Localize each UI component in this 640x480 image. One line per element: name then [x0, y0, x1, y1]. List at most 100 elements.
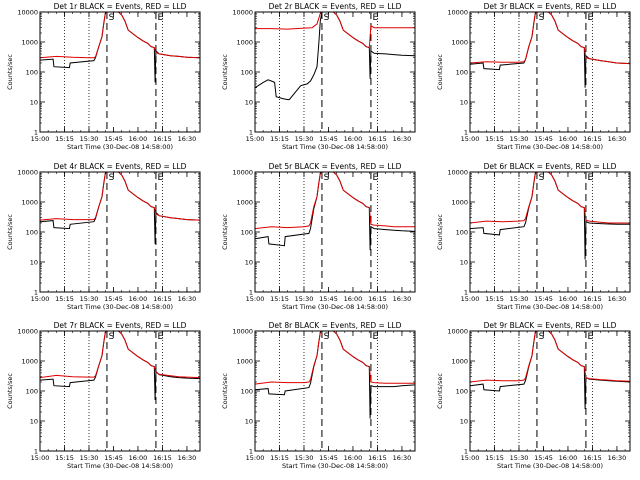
x-tick-label: 16:15	[583, 295, 602, 303]
series-line-events	[255, 172, 415, 251]
series-line-lld	[470, 331, 630, 383]
series-line-events	[470, 12, 630, 88]
annotation-e: E	[373, 332, 379, 342]
y-axis-label: Counts/sec	[6, 373, 14, 409]
annotation-s: S	[324, 13, 330, 23]
y-tick-label: 1	[464, 129, 468, 137]
y-tick-label: 100	[26, 388, 38, 396]
x-tick-label: 15:15	[270, 295, 289, 303]
x-tick-label: 16:15	[153, 295, 172, 303]
y-tick-label: 1	[249, 448, 253, 456]
x-tick-label: 16:30	[393, 135, 412, 143]
x-tick-label: 15:00	[461, 135, 480, 143]
annotation-s: S	[324, 173, 330, 183]
x-axis-label: Start Time (30-Dec-08 14:58:00)	[282, 462, 388, 470]
series-line-lld	[40, 331, 200, 379]
annotation-e: E	[158, 13, 164, 23]
panel-3: Det 3r BLACK = Events, RED = LLD S E 1 10 100…	[436, 2, 631, 151]
y-tick-label: 1	[34, 448, 38, 456]
panel-9: Det 9r BLACK = Events, RED = LLD S E 1 10 100…	[436, 321, 631, 470]
y-tick-label: 1000	[236, 199, 253, 207]
y-tick-label: 100	[456, 229, 468, 237]
chart-title: Det 6r BLACK = Events, RED = LLD	[484, 162, 617, 171]
y-axis-label: Counts/sec	[6, 214, 14, 250]
y-tick-label: 10	[30, 259, 38, 267]
panel-5: Det 5r BLACK = Events, RED = LLD S E 1 10 100…	[221, 162, 416, 311]
y-tick-label: 10	[460, 99, 468, 107]
x-tick-label: 15:00	[31, 295, 50, 303]
annotation-e: E	[158, 332, 164, 342]
y-axis-label: Counts/sec	[221, 214, 229, 250]
panel-1: Det 1r BLACK = Events, RED = LLD S E 1 10 100…	[6, 2, 201, 151]
plot-frame	[469, 11, 631, 133]
x-tick-label: 16:15	[583, 454, 602, 462]
x-tick-label: 15:30	[510, 135, 529, 143]
annotation-e: E	[588, 13, 594, 23]
plot-frame	[39, 330, 201, 452]
plot-frame	[469, 171, 631, 293]
x-tick-label: 16:15	[368, 295, 387, 303]
y-tick-label: 100	[456, 388, 468, 396]
x-tick-label: 16:00	[344, 135, 363, 143]
x-tick-label: 15:45	[319, 135, 338, 143]
annotation-e: E	[373, 173, 379, 183]
x-tick-label: 16:00	[129, 454, 148, 462]
chart-title: Det 5r BLACK = Events, RED = LLD	[269, 162, 402, 171]
y-tick-label: 10	[245, 418, 253, 426]
x-tick-label: 15:30	[80, 135, 99, 143]
series-line-events	[40, 12, 200, 83]
x-tick-label: 16:00	[129, 135, 148, 143]
series-line-lld	[40, 12, 200, 59]
x-tick-label: 16:30	[178, 454, 197, 462]
y-tick-label: 10	[245, 99, 253, 107]
series-line-events	[255, 331, 415, 419]
x-tick-label: 15:00	[246, 454, 265, 462]
x-tick-label: 15:45	[104, 135, 123, 143]
x-tick-label: 16:00	[344, 454, 363, 462]
y-tick-label: 1000	[21, 199, 38, 207]
series-line-events	[470, 331, 630, 410]
y-tick-label: 1000	[451, 39, 468, 47]
y-tick-label: 100	[241, 229, 253, 237]
x-axis-label: Start Time (30-Dec-08 14:58:00)	[67, 462, 173, 470]
y-tick-label: 1	[249, 129, 253, 137]
x-tick-label: 15:45	[534, 454, 553, 462]
y-tick-label: 10	[245, 259, 253, 267]
x-tick-label: 15:30	[295, 135, 314, 143]
annotation-s: S	[109, 332, 115, 342]
x-tick-label: 15:45	[104, 454, 123, 462]
x-axis-label: Start Time (30-Dec-08 14:58:00)	[497, 462, 603, 470]
annotation-e: E	[158, 173, 164, 183]
y-tick-label: 100	[456, 69, 468, 77]
panel-8: Det 8r BLACK = Events, RED = LLD S E 1 10 100…	[221, 321, 416, 470]
y-axis-label: Counts/sec	[6, 54, 14, 90]
x-tick-label: 15:00	[31, 454, 50, 462]
x-tick-label: 16:00	[559, 135, 578, 143]
x-tick-label: 15:00	[246, 295, 265, 303]
y-tick-label: 100	[241, 388, 253, 396]
x-tick-label: 16:15	[583, 135, 602, 143]
plot-frame	[254, 11, 416, 133]
y-tick-label: 10000	[447, 328, 468, 336]
x-tick-label: 15:30	[295, 295, 314, 303]
plot-frame	[39, 171, 201, 293]
x-axis-label: Start Time (30-Dec-08 14:58:00)	[497, 143, 603, 151]
x-tick-label: 15:45	[319, 454, 338, 462]
y-tick-label: 10000	[17, 9, 38, 17]
annotation-e: E	[588, 332, 594, 342]
x-tick-label: 15:15	[270, 454, 289, 462]
annotation-s: S	[109, 13, 115, 23]
x-tick-label: 15:15	[55, 454, 74, 462]
series-line-events	[40, 172, 200, 244]
y-tick-label: 10000	[232, 169, 253, 177]
series-line-lld	[40, 172, 200, 221]
y-tick-label: 100	[241, 69, 253, 77]
y-axis-label: Counts/sec	[436, 373, 444, 409]
panel-6: Det 6r BLACK = Events, RED = LLD S E 1 10 100…	[436, 162, 631, 311]
y-axis-label: Counts/sec	[436, 214, 444, 250]
x-tick-label: 16:30	[608, 454, 627, 462]
y-tick-label: 100	[26, 229, 38, 237]
y-tick-label: 10	[30, 418, 38, 426]
series-line-lld	[255, 331, 415, 385]
